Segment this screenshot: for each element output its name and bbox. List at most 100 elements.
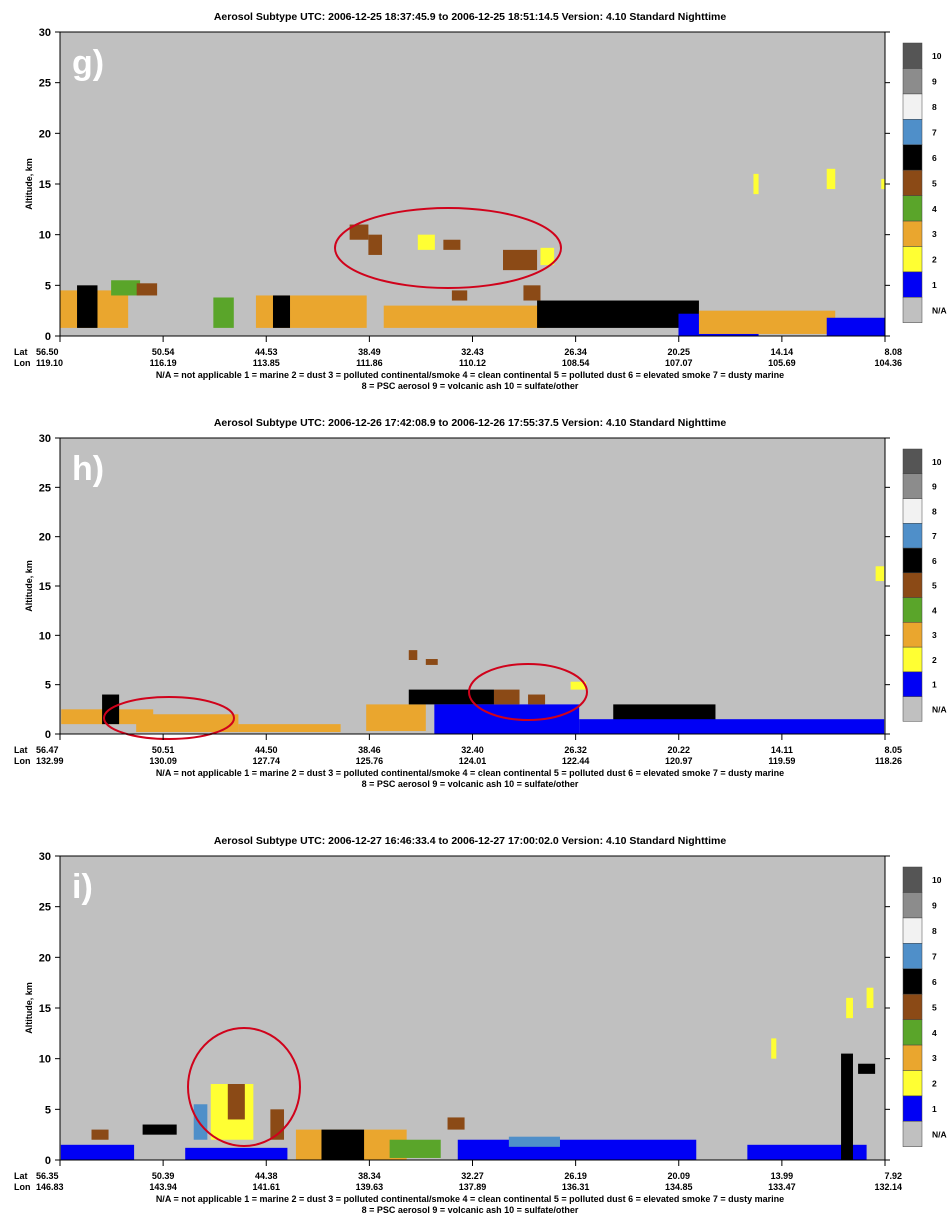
colorbar-cell xyxy=(902,448,923,475)
lat-tick-label: 20.22 xyxy=(667,745,690,755)
lat-tick-label: 14.14 xyxy=(771,347,794,357)
aerosol-layer xyxy=(570,681,586,690)
y-tick-label: 15 xyxy=(39,179,51,191)
aerosol-layer xyxy=(537,300,699,328)
lat-tick-label: 32.40 xyxy=(461,745,484,755)
colorbar-cell xyxy=(902,1044,923,1071)
colorbar-cell xyxy=(902,1095,923,1122)
colorbar-cell xyxy=(902,892,923,919)
lon-tick-label: 141.61 xyxy=(252,1182,280,1192)
colorbar-label: 8 xyxy=(932,926,937,936)
lat-tick-label: 50.51 xyxy=(152,745,175,755)
colorbar-cell xyxy=(902,523,923,549)
lon-tick-label: 132.14 xyxy=(874,1182,902,1192)
colorbar-cell xyxy=(902,1121,923,1147)
lat-tick-label: 32.43 xyxy=(461,347,484,357)
aerosol-layer xyxy=(389,1139,441,1158)
y-tick-label: 0 xyxy=(45,1155,51,1167)
colorbar-label: 9 xyxy=(932,77,937,87)
colorbar-cell xyxy=(902,917,923,944)
y-axis-label: Altitude, km xyxy=(24,560,34,612)
highlight-ellipse xyxy=(334,207,562,289)
colorbar-label: 2 xyxy=(932,1079,937,1089)
aerosol-layer xyxy=(111,280,141,296)
colorbar-cell xyxy=(902,696,923,722)
lat-tick-label: 14.11 xyxy=(771,745,793,755)
aerosol-layer xyxy=(826,317,885,336)
colorbar-cell xyxy=(902,968,923,995)
aerosol-layer xyxy=(366,704,426,732)
y-tick-label: 5 xyxy=(45,680,51,692)
aerosol-layer xyxy=(227,1084,245,1120)
colorbar-label: 7 xyxy=(932,127,937,137)
lat-tick-label: 56.47 xyxy=(36,745,59,755)
y-tick-label: 5 xyxy=(45,280,51,292)
lat-tick-label: 20.09 xyxy=(667,1171,690,1181)
lat-tick-label: 56.35 xyxy=(36,1171,59,1181)
aerosol-layer xyxy=(368,234,383,255)
lat-tick-label: 8.08 xyxy=(884,347,902,357)
colorbar-cell xyxy=(902,547,923,574)
colorbar-label: 9 xyxy=(932,482,937,492)
aerosol-layer xyxy=(540,247,555,266)
colorbar-cell xyxy=(902,144,923,171)
y-tick-label: 0 xyxy=(45,331,51,343)
lon-label: Lon xyxy=(14,756,31,766)
y-tick-label: 10 xyxy=(39,230,51,242)
lon-label: Lon xyxy=(14,1182,31,1192)
y-tick-label: 15 xyxy=(39,1003,51,1015)
panel-label: h) xyxy=(72,450,104,488)
chart-title: Aerosol Subtype UTC: 2006-12-25 18:37:45… xyxy=(214,11,727,23)
aerosol-layer xyxy=(753,173,759,195)
lon-tick-label: 136.31 xyxy=(562,1182,590,1192)
lon-tick-label: 124.01 xyxy=(459,756,487,766)
aerosol-layer xyxy=(881,178,885,190)
lat-tick-label: 26.32 xyxy=(564,745,587,755)
colorbar-label: 8 xyxy=(932,506,937,516)
lon-tick-label: 130.09 xyxy=(149,756,177,766)
lon-tick-label: 119.10 xyxy=(36,358,63,368)
colorbar-cell xyxy=(902,597,923,623)
aerosol-layer xyxy=(826,168,836,190)
aerosol-layer xyxy=(213,297,234,328)
colorbar-cell xyxy=(902,246,923,273)
lat-tick-label: 44.50 xyxy=(255,745,278,755)
lon-tick-label: 137.89 xyxy=(459,1182,487,1192)
y-tick-label: 25 xyxy=(39,902,51,914)
y-tick-label: 30 xyxy=(39,851,51,863)
colorbar-label: 4 xyxy=(932,605,937,615)
legend-line-1: N/A = not applicable 1 = marine 2 = dust… xyxy=(156,768,784,778)
aerosol-layer xyxy=(272,295,291,328)
lon-tick-label: 116.19 xyxy=(150,358,177,368)
aerosol-layer xyxy=(457,1139,697,1160)
colorbar-cell xyxy=(902,119,923,145)
y-tick-label: 20 xyxy=(39,952,51,964)
colorbar-cell xyxy=(902,943,923,969)
aerosol-layer xyxy=(443,239,461,250)
aerosol-layer xyxy=(136,714,239,733)
aerosol-layer xyxy=(523,285,541,301)
aerosol-layer xyxy=(425,659,438,665)
lon-tick-label: 104.36 xyxy=(874,358,902,368)
aerosol-layer xyxy=(866,987,874,1008)
panel-g: Aerosol Subtype UTC: 2006-12-25 18:37:45… xyxy=(14,11,947,391)
lat-tick-label: 26.34 xyxy=(564,347,587,357)
y-tick-label: 15 xyxy=(39,581,51,593)
y-tick-label: 5 xyxy=(45,1104,51,1116)
colorbar-label: 2 xyxy=(932,655,937,665)
lat-label: Lat xyxy=(14,745,28,755)
y-tick-label: 25 xyxy=(39,482,51,494)
colorbar-label: 8 xyxy=(932,102,937,112)
colorbar-label: 10 xyxy=(932,457,942,467)
lon-tick-label: 120.97 xyxy=(665,756,693,766)
colorbar-cell xyxy=(902,572,923,598)
lat-tick-label: 44.38 xyxy=(255,1171,278,1181)
aerosol-layer xyxy=(747,1144,867,1160)
aerosol-layer xyxy=(771,1038,777,1059)
lon-tick-label: 132.99 xyxy=(36,756,64,766)
y-tick-label: 25 xyxy=(39,78,51,90)
aerosol-layer xyxy=(142,1124,177,1135)
lon-tick-label: 127.74 xyxy=(252,756,280,766)
lon-tick-label: 125.76 xyxy=(356,756,384,766)
lon-label: Lon xyxy=(14,358,31,368)
